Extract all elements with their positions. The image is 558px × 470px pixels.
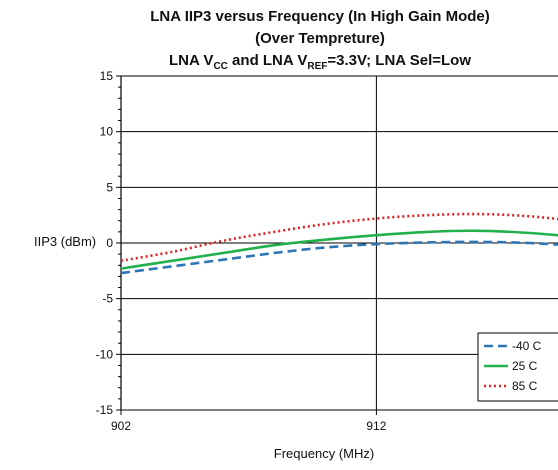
series-line — [120, 212, 558, 263]
y-axis-label: IIP3 (dBm) — [34, 234, 97, 249]
y-tick-label: 5 — [106, 180, 113, 194]
subtitle-suffix: =3.3V; LNA Sel=Low — [327, 52, 472, 69]
subtitle-prefix: LNA V — [168, 52, 214, 69]
legend-label: 85 C — [512, 379, 538, 393]
chart-subtitle-conditions: LNA VCC and LNA VREF=3.3V; LNA Sel=Low — [0, 52, 558, 72]
chart-subtitle: (Over Tempreture) — [255, 30, 385, 47]
y-tick-label: -15 — [96, 403, 114, 417]
x-tick-label: 902 — [111, 419, 131, 433]
y-tick-label: -10 — [96, 347, 114, 361]
y-tick-label: 15 — [100, 69, 114, 83]
subtitle-sub-ref: REF — [307, 61, 328, 72]
subtitle-middle: and LNA V — [227, 52, 308, 69]
y-tick-label: -5 — [102, 292, 113, 306]
legend-label: 25 C — [512, 359, 538, 373]
legend-label: -40 C — [512, 339, 542, 353]
x-tick-label: 912 — [366, 419, 386, 433]
y-tick-label: 10 — [100, 125, 114, 139]
series-line — [120, 229, 558, 270]
x-axis-label: Frequency (MHz) — [273, 446, 375, 461]
chart-title: LNA IIP3 versus Frequency (In High Gain … — [150, 8, 490, 25]
y-tick-label: 0 — [106, 236, 113, 250]
subtitle-sub-cc: CC — [213, 61, 228, 72]
